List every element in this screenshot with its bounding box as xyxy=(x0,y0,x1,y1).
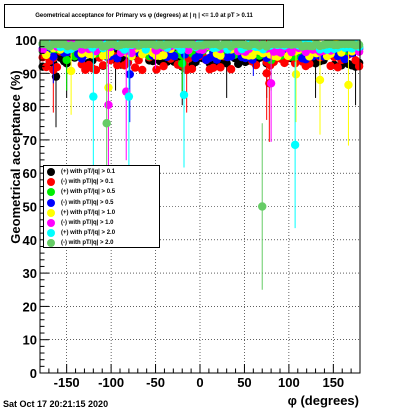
data-point xyxy=(49,52,58,61)
legend-marker-icon xyxy=(47,229,55,238)
data-point xyxy=(209,63,218,72)
x-tick-label: -100 xyxy=(98,375,124,390)
legend-item: (+) with pT/|q| > 0.1 xyxy=(47,167,159,177)
timestamp: Sat Oct 17 20:21:15 2020 xyxy=(3,399,109,409)
y-tick-label: 40 xyxy=(23,233,37,248)
legend-marker-icon xyxy=(47,178,55,187)
data-point xyxy=(182,65,191,75)
legend-label: (-) with pT/|q| > 1.0 xyxy=(61,220,114,227)
y-tick-label: 30 xyxy=(23,266,37,281)
data-point xyxy=(159,62,168,71)
x-tick-label: 100 xyxy=(278,375,300,390)
legend-item: (+) with pT/|q| > 0.5 xyxy=(47,187,159,197)
legend-label: (+) with pT/|q| > 0.5 xyxy=(61,189,116,196)
legend: (+) with pT/|q| > 0.1 (-) with pT/|q| > 0… xyxy=(43,165,160,248)
legend-label: (-) with pT/|q| > 2.0 xyxy=(61,240,114,247)
data-point xyxy=(62,55,71,65)
legend-label: (-) with pT/|q| > 0.5 xyxy=(61,199,114,206)
data-point xyxy=(91,65,101,75)
data-point xyxy=(344,80,353,90)
data-point xyxy=(66,66,76,76)
x-tick-label: 150 xyxy=(322,375,344,390)
data-point xyxy=(178,59,187,68)
y-tick-label: 0 xyxy=(30,366,37,381)
y-tick-label: 90 xyxy=(23,66,37,81)
y-tick-label: 10 xyxy=(23,333,37,348)
legend-label: (+) with pT/|q| > 2.0 xyxy=(61,230,116,237)
data-point xyxy=(315,75,325,85)
data-point xyxy=(98,61,108,70)
legend-marker-icon xyxy=(47,208,55,217)
data-point xyxy=(311,59,320,68)
legend-item: (+) with pT/|q| > 1.0 xyxy=(47,208,159,218)
data-point xyxy=(354,62,364,71)
x-tick-label: -150 xyxy=(54,375,80,390)
x-tick-label: 0 xyxy=(196,375,203,390)
data-point xyxy=(42,62,51,72)
legend-marker-icon xyxy=(47,198,55,207)
legend-item: (-) with pT/|q| > 0.5 xyxy=(47,198,159,208)
y-axis-label: Geometrical acceptance (%) xyxy=(8,70,23,243)
y-tick-label: 20 xyxy=(23,299,37,314)
data-point xyxy=(130,63,140,72)
legend-item: (+) with pT/|q| > 2.0 xyxy=(47,228,159,238)
legend-item: (-) with pT/|q| > 0.1 xyxy=(47,177,159,187)
data-point xyxy=(125,70,134,79)
legend-marker-icon xyxy=(47,188,55,197)
data-point xyxy=(159,50,168,60)
y-tick-label: 60 xyxy=(23,166,37,181)
data-point xyxy=(152,65,161,74)
data-point xyxy=(226,65,236,74)
legend-label: (-) with pT/|q| > 0.1 xyxy=(61,179,114,186)
legend-marker-icon xyxy=(47,168,55,177)
legend-label: (+) with pT/|q| > 0.1 xyxy=(61,169,116,176)
data-point xyxy=(127,48,136,58)
data-point xyxy=(102,119,111,128)
data-point xyxy=(226,52,236,61)
data-point xyxy=(216,51,225,60)
data-point xyxy=(222,59,231,68)
data-point xyxy=(216,63,225,72)
data-point xyxy=(113,61,122,70)
legend-item: (-) with pT/|q| > 1.0 xyxy=(47,218,159,228)
data-point xyxy=(340,54,350,64)
data-point xyxy=(287,47,296,57)
data-point xyxy=(354,40,364,50)
x-tick-label: -50 xyxy=(146,375,165,390)
data-point xyxy=(124,92,134,101)
y-tick-label: 80 xyxy=(23,100,37,115)
legend-marker-icon xyxy=(47,239,55,248)
data-point xyxy=(170,51,179,61)
data-point xyxy=(326,61,335,71)
series xyxy=(38,39,364,290)
data-point xyxy=(138,65,147,75)
legend-item: (-) with pT/|q| > 2.0 xyxy=(47,238,159,248)
data-point xyxy=(290,140,300,150)
legend-marker-icon xyxy=(47,219,55,228)
data-point xyxy=(291,70,301,79)
data-point xyxy=(89,92,98,101)
data-point xyxy=(333,63,342,72)
x-tick-label: 50 xyxy=(237,375,251,390)
y-tick-label: 100 xyxy=(15,33,37,48)
y-tick-label: 50 xyxy=(23,200,37,215)
x-axis-label: φ (degrees) xyxy=(288,393,359,408)
data-point xyxy=(262,69,271,78)
data-point xyxy=(258,202,267,211)
data-point xyxy=(184,45,193,55)
data-point xyxy=(179,90,189,100)
data-point xyxy=(104,100,113,110)
data-point xyxy=(51,72,61,81)
data-point xyxy=(266,79,276,88)
y-tick-label: 70 xyxy=(23,133,37,148)
legend-label: (+) with pT/|q| > 1.0 xyxy=(61,209,116,216)
chart-title: Geometrical acceptance for Primary vs φ … xyxy=(4,4,284,28)
